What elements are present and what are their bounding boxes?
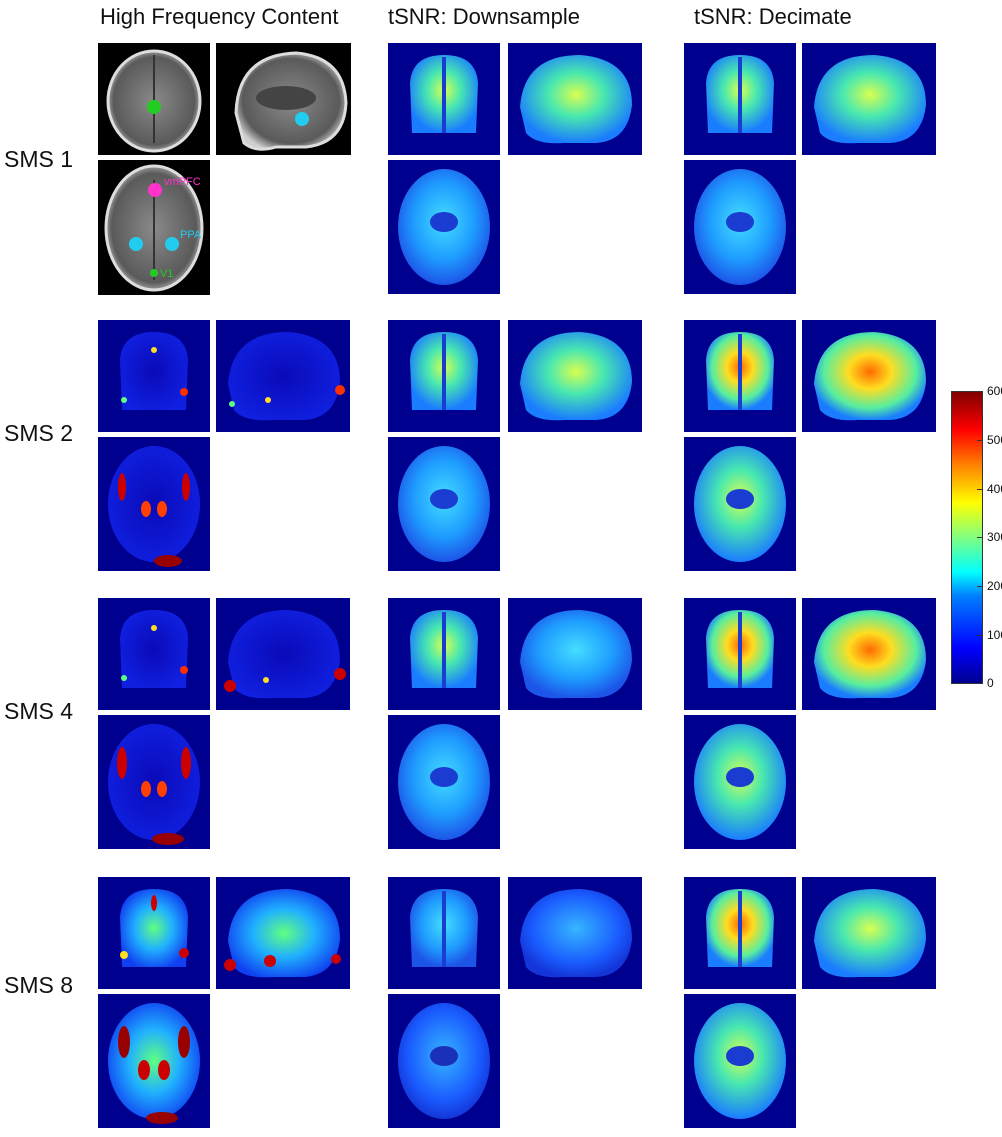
tsnr-ds-coronal-sms8 (388, 877, 500, 989)
roi-label-vmpfc: vmPFC (164, 176, 201, 188)
tsnr-ds-coronal-sms4 (388, 598, 500, 710)
tsnr-ds-sagittal-sms2 (508, 320, 642, 432)
tsnr-ds-axial-sms8 (388, 994, 500, 1128)
tsnr-dec-axial-sms8 (684, 994, 796, 1128)
hf-axial-sms4 (98, 715, 210, 849)
column-title-high-frequency: High Frequency Content (100, 4, 339, 29)
colorbar-tick-200: 200 (987, 579, 1002, 593)
tsnr-dec-coronal-sms2 (684, 320, 796, 432)
tsnr-dec-sagittal-sms4 (802, 598, 936, 710)
tsnr-dec-sagittal-sms8 (802, 877, 936, 989)
hf-coronal-sms2 (98, 320, 210, 432)
row-label-sms2: SMS 2 (4, 420, 74, 446)
colorbar-tick-400: 400 (987, 482, 1002, 496)
tsnr-ds-axial-sms1 (388, 160, 500, 294)
tsnr-dec-axial-sms1 (684, 160, 796, 294)
mri-sagittal-sms1 (216, 43, 351, 155)
tsnr-dec-coronal-sms1 (684, 43, 796, 155)
column-title-tsnr-downsample: tSNR: Downsample (388, 4, 580, 29)
row-label-sms4: SMS 4 (4, 698, 74, 724)
hf-sagittal-sms4 (216, 598, 350, 710)
tsnr-ds-sagittal-sms8 (508, 877, 642, 989)
roi-label-ppa: PPA (180, 229, 202, 241)
tsnr-ds-sagittal-sms4 (508, 598, 642, 710)
colorbar-tick-0: 0 (987, 676, 994, 690)
mri-axial-sms1: vmPFC PPA V1 (98, 160, 210, 295)
hf-axial-sms2 (98, 437, 210, 571)
tsnr-dec-coronal-sms4 (684, 598, 796, 710)
tsnr-dec-sagittal-sms1 (802, 43, 936, 155)
colorbar-tick-500: 500 (987, 433, 1002, 447)
column-title-tsnr-decimate: tSNR: Decimate (694, 4, 852, 29)
colorbar-tick-300: 300 (987, 530, 1002, 544)
colorbar-tick-100: 100 (987, 628, 1002, 642)
hf-coronal-sms4 (98, 598, 210, 710)
tsnr-ds-axial-sms2 (388, 437, 500, 571)
hf-coronal-sms8 (98, 877, 210, 989)
tsnr-ds-sagittal-sms1 (508, 43, 642, 155)
tsnr-dec-axial-sms2 (684, 437, 796, 571)
tsnr-ds-coronal-sms2 (388, 320, 500, 432)
hf-sagittal-sms8 (216, 877, 350, 989)
tsnr-dec-axial-sms4 (684, 715, 796, 849)
tsnr-dec-sagittal-sms2 (802, 320, 936, 432)
row-label-sms1: SMS 1 (4, 146, 74, 172)
tsnr-ds-axial-sms4 (388, 715, 500, 849)
tsnr-ds-coronal-sms1 (388, 43, 500, 155)
tsnr-dec-coronal-sms8 (684, 877, 796, 989)
row-label-sms8: SMS 8 (4, 972, 74, 998)
hf-sagittal-sms2 (216, 320, 350, 432)
mri-coronal-sms1 (98, 43, 210, 155)
roi-label-v1: V1 (160, 268, 173, 280)
colorbar-tick-600: 600 (987, 384, 1002, 398)
hf-axial-sms8 (98, 994, 210, 1128)
